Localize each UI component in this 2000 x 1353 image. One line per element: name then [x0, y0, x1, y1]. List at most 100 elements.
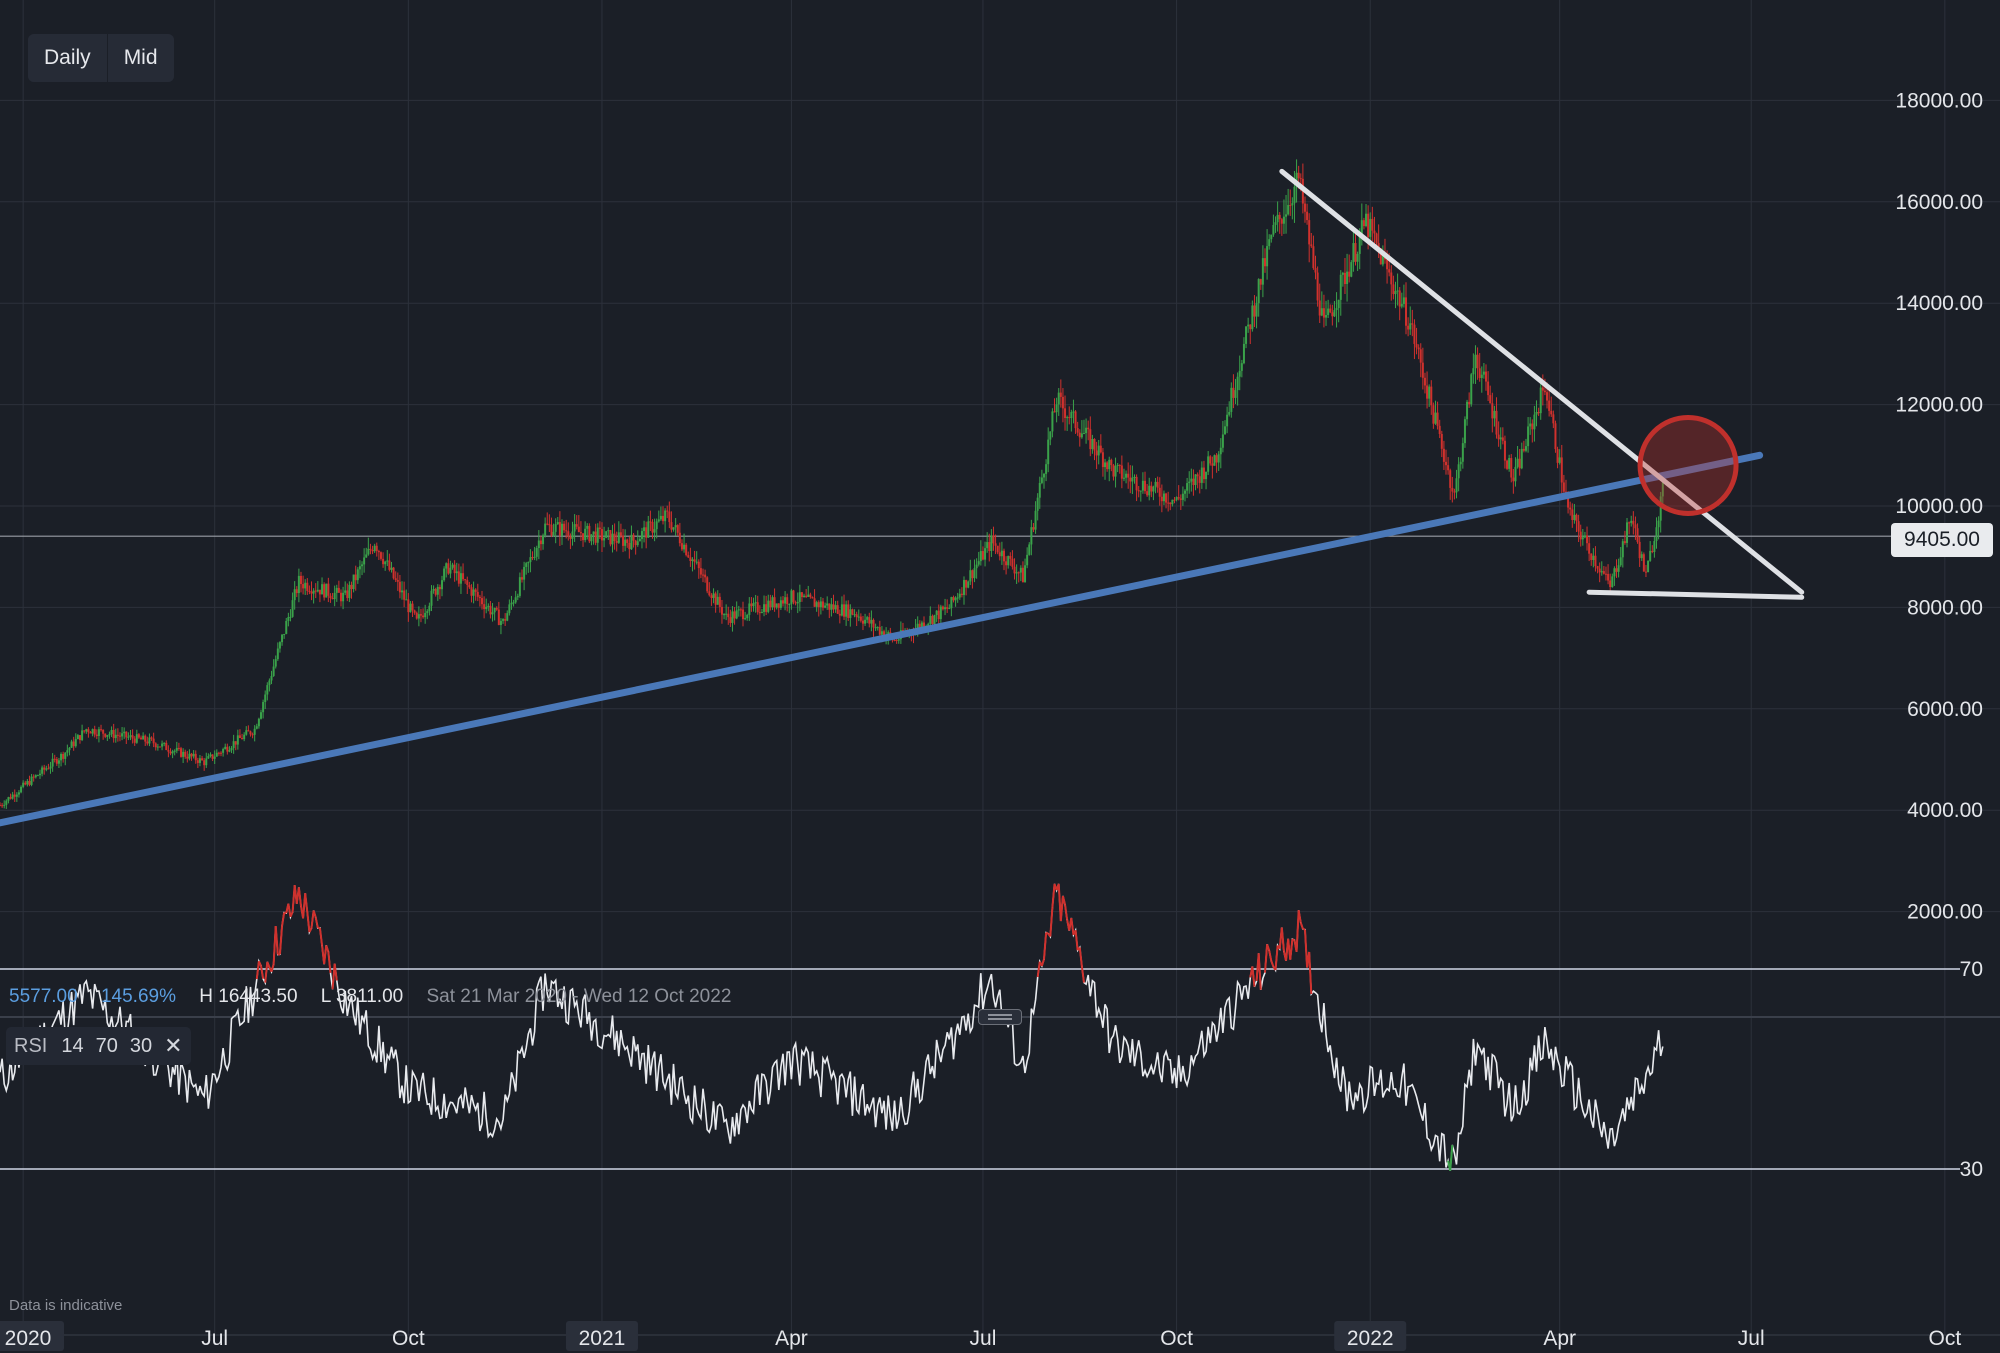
y-tick-label: 6000.00: [1907, 698, 1983, 721]
candle-body: [15, 794, 18, 797]
candle-body: [403, 590, 406, 600]
close-icon[interactable]: ✕: [164, 1033, 183, 1058]
candle-body: [1242, 343, 1245, 364]
candle-body: [628, 542, 631, 550]
candle-body: [180, 748, 183, 757]
candle-body: [657, 519, 660, 522]
candle-body: [74, 739, 77, 747]
candle-body: [984, 548, 987, 560]
candle-body: [1000, 550, 1003, 557]
candle-body: [1613, 568, 1616, 577]
candle-body: [916, 623, 919, 629]
candle-body: [1600, 571, 1603, 573]
candle-body: [1122, 477, 1125, 479]
candle-body: [55, 759, 58, 764]
candle-body: [1177, 497, 1180, 499]
pane-resize-handle[interactable]: [978, 1009, 1022, 1025]
candle-body: [302, 584, 305, 589]
x-axis: 2020 Jul Oct 2021 Apr Jul Oct 2022 Apr Jul Oct: [0, 1321, 1961, 1351]
candle-body: [0, 805, 1, 807]
candle-body: [1009, 556, 1012, 559]
candle-body: [1129, 477, 1132, 482]
candle-body: [329, 595, 332, 599]
candle-body: [590, 534, 593, 542]
candle-body: [291, 600, 294, 617]
candle-body: [1247, 324, 1250, 327]
candle-body: [1352, 243, 1355, 263]
candle-body: [1575, 514, 1578, 522]
candle-body: [1097, 445, 1100, 456]
x-tick-label: Jul: [201, 1327, 228, 1350]
rsi-overbought-segment: [1299, 922, 1304, 930]
candle-body: [638, 538, 641, 542]
candle-body: [1476, 354, 1479, 369]
candle-body: [1131, 477, 1134, 482]
candle-body: [1619, 557, 1622, 566]
rsi-overbought-segment: [1270, 960, 1275, 968]
candle-body: [1430, 386, 1433, 406]
candle-body: [337, 587, 340, 593]
candle-body: [539, 540, 542, 545]
candle-body: [417, 614, 420, 619]
candle-body: [188, 753, 191, 759]
candle-body: [956, 597, 959, 599]
candle-body: [723, 614, 726, 616]
candle-body: [1365, 213, 1368, 227]
candle-body: [636, 541, 639, 546]
mid-button[interactable]: Mid: [107, 34, 174, 82]
candle-body: [1529, 423, 1532, 427]
rsi-lower: 30: [129, 1034, 153, 1057]
candle-body: [409, 603, 412, 613]
candle-body: [1360, 220, 1363, 235]
candle-body: [489, 605, 492, 615]
candle-body: [1066, 417, 1069, 419]
candle-body: [1567, 496, 1570, 508]
candle-body: [687, 555, 690, 558]
candle-body: [1104, 462, 1107, 468]
candle-body: [41, 767, 44, 774]
candle-body: [314, 590, 317, 592]
candle-body: [584, 528, 587, 541]
y-tick-label: 14000.00: [1895, 292, 1983, 315]
rsi-overbought-segment: [1061, 895, 1067, 905]
candle-body: [150, 737, 153, 739]
candle-body: [1007, 556, 1010, 566]
candle-body: [1579, 531, 1582, 540]
candle-body: [809, 594, 812, 598]
candle-body: [1160, 496, 1163, 502]
rsi-overbought-segment: [1059, 895, 1064, 922]
candle-body: [977, 561, 980, 565]
rsi-overbought-segment: [1291, 938, 1295, 942]
candle-body: [1350, 262, 1353, 277]
candle-body: [220, 752, 223, 754]
candle-body: [487, 605, 490, 607]
candle-body: [1310, 244, 1313, 247]
candle-body: [1314, 268, 1317, 273]
candle-body: [1491, 403, 1494, 419]
candle-body: [270, 675, 273, 681]
candle-body: [588, 525, 591, 542]
candle-body: [1329, 308, 1332, 313]
rsi-overbought-segment: [1049, 907, 1054, 937]
candle-body: [847, 604, 850, 618]
daily-button[interactable]: Daily: [28, 34, 108, 82]
candle-body: [1636, 528, 1639, 542]
candle-body: [401, 590, 404, 593]
candle-body: [327, 583, 330, 596]
candle-body: [971, 570, 974, 579]
rsi-overbought-segment: [323, 945, 328, 965]
candle-body: [1586, 535, 1589, 544]
candle-body: [937, 610, 940, 620]
candle-body: [1146, 491, 1149, 496]
candle-body: [32, 776, 35, 778]
candle-body: [1045, 464, 1048, 474]
candle-body: [424, 612, 427, 618]
candle-body: [1522, 448, 1525, 451]
candle-body: [1377, 243, 1380, 249]
candle-body: [377, 550, 380, 553]
rsi-upper: 70: [95, 1034, 118, 1057]
candle-body: [131, 735, 134, 739]
candle-body: [1322, 308, 1325, 318]
